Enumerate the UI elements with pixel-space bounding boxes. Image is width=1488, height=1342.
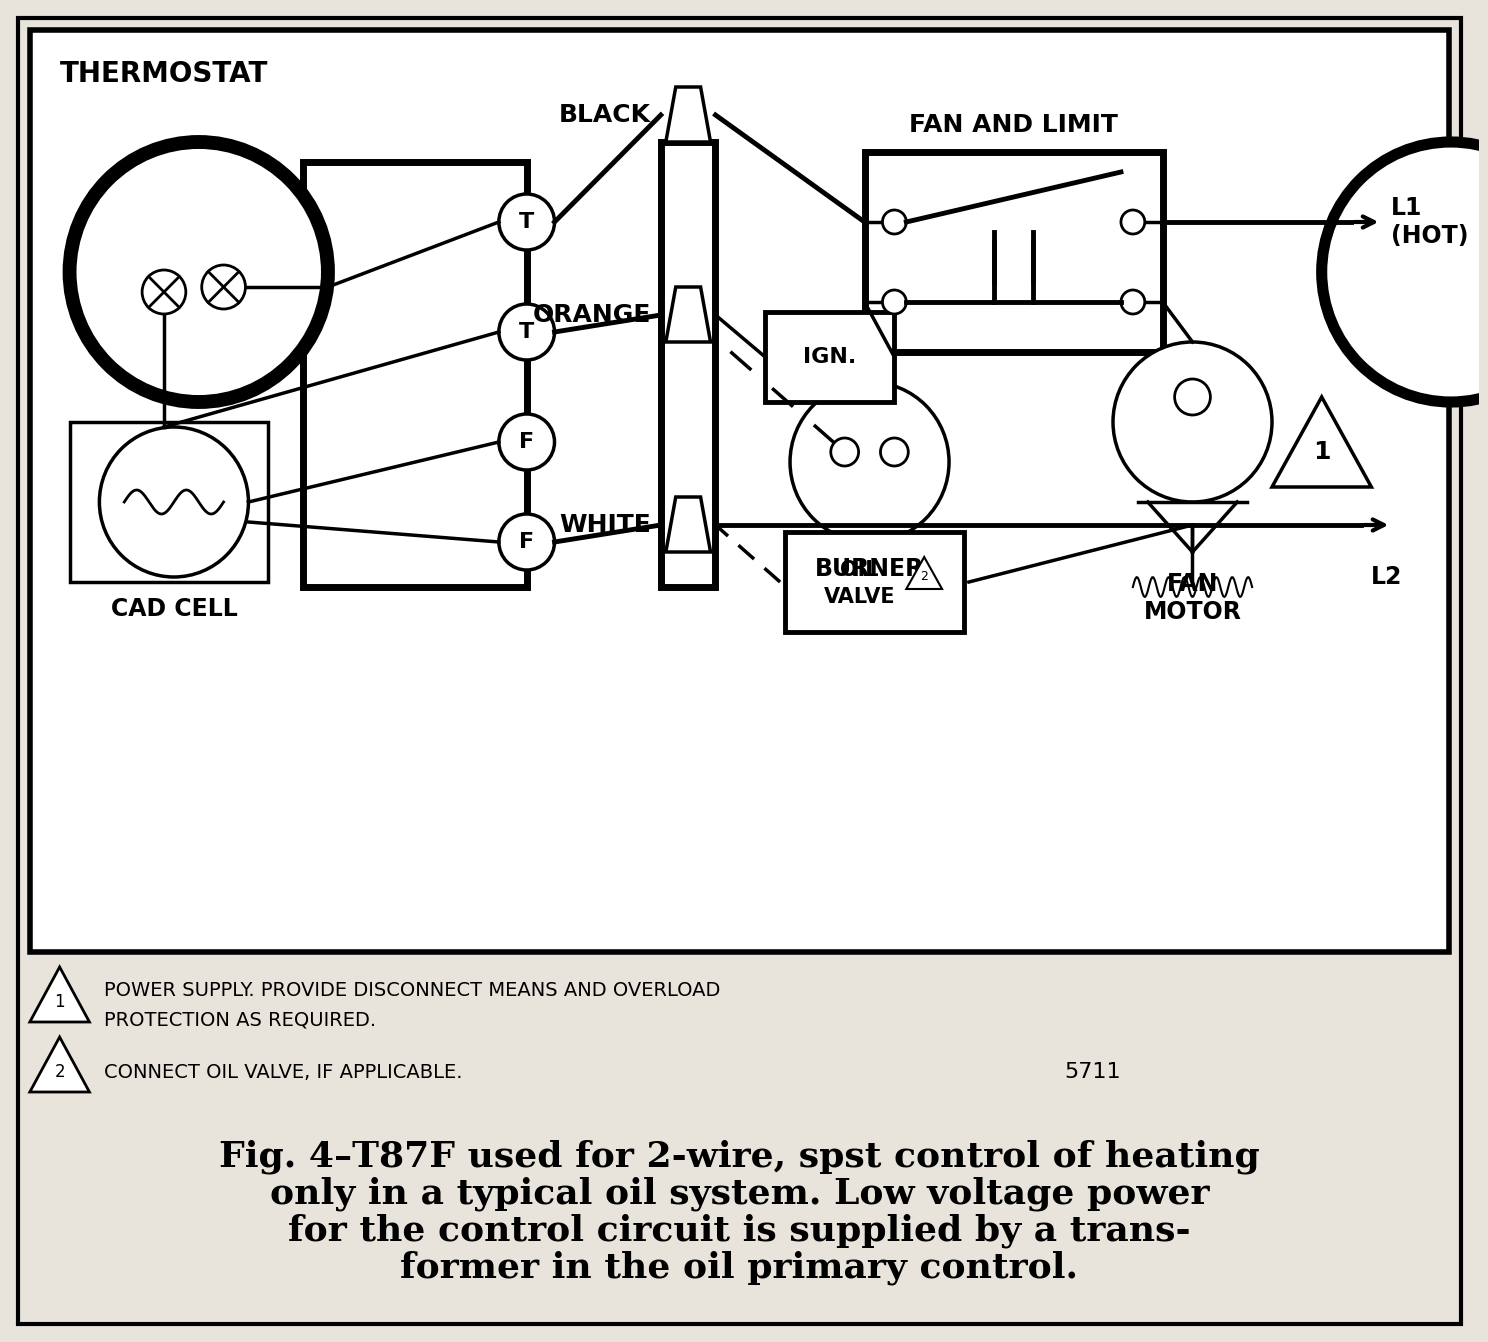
- Circle shape: [881, 437, 908, 466]
- Text: 1: 1: [1312, 440, 1330, 464]
- Text: L1
(HOT): L1 (HOT): [1391, 196, 1469, 248]
- Text: 2: 2: [920, 570, 929, 584]
- Text: L2: L2: [1372, 565, 1403, 589]
- Circle shape: [1120, 290, 1144, 314]
- Circle shape: [882, 209, 906, 234]
- Text: POWER SUPPLY. PROVIDE DISCONNECT MEANS AND OVERLOAD: POWER SUPPLY. PROVIDE DISCONNECT MEANS A…: [104, 981, 720, 1000]
- Text: BURNER: BURNER: [815, 557, 924, 581]
- Circle shape: [70, 142, 327, 403]
- Polygon shape: [665, 287, 711, 342]
- Bar: [304, 162, 527, 586]
- Circle shape: [790, 382, 949, 542]
- Bar: [661, 142, 716, 586]
- Text: BLACK: BLACK: [559, 103, 650, 127]
- Circle shape: [498, 413, 555, 470]
- Text: only in a typical oil system. Low voltage power: only in a typical oil system. Low voltag…: [269, 1177, 1210, 1212]
- Circle shape: [143, 270, 186, 314]
- Text: VALVE: VALVE: [824, 586, 896, 607]
- Polygon shape: [30, 1037, 89, 1092]
- Text: former in the oil primary control.: former in the oil primary control.: [400, 1251, 1079, 1286]
- Text: Fig. 4–T87F used for 2-wire, spst control of heating: Fig. 4–T87F used for 2-wire, spst contro…: [219, 1139, 1260, 1174]
- Circle shape: [1113, 342, 1272, 502]
- Circle shape: [1174, 378, 1210, 415]
- Circle shape: [1120, 209, 1144, 234]
- Text: 1: 1: [55, 993, 65, 1011]
- Text: FAN
MOTOR: FAN MOTOR: [1144, 572, 1241, 624]
- Text: FAN AND LIMIT: FAN AND LIMIT: [909, 113, 1117, 137]
- Circle shape: [1321, 142, 1488, 403]
- Bar: [765, 311, 894, 403]
- Polygon shape: [665, 497, 711, 552]
- Text: for the control circuit is supplied by a trans-: for the control circuit is supplied by a…: [289, 1213, 1190, 1248]
- Bar: [70, 421, 268, 582]
- Bar: [30, 30, 1449, 951]
- Bar: [786, 531, 964, 632]
- Text: 2: 2: [55, 1063, 65, 1082]
- Polygon shape: [30, 968, 89, 1023]
- Text: F: F: [519, 531, 534, 552]
- Polygon shape: [1272, 397, 1372, 487]
- Text: WHITE: WHITE: [559, 513, 650, 537]
- Text: CAD CELL: CAD CELL: [110, 597, 237, 621]
- Text: IGN.: IGN.: [804, 348, 857, 366]
- Text: PROTECTION AS REQUIRED.: PROTECTION AS REQUIRED.: [104, 1011, 376, 1029]
- Text: 5711: 5711: [1065, 1062, 1122, 1082]
- Polygon shape: [906, 557, 942, 589]
- Text: THERMOSTAT: THERMOSTAT: [60, 60, 268, 89]
- Circle shape: [882, 290, 906, 314]
- Text: ORANGE: ORANGE: [533, 303, 650, 327]
- Circle shape: [202, 264, 246, 309]
- Circle shape: [498, 305, 555, 360]
- Text: F: F: [519, 432, 534, 452]
- Text: T: T: [519, 322, 534, 342]
- Circle shape: [100, 427, 248, 577]
- Text: OIL: OIL: [841, 560, 879, 580]
- Circle shape: [830, 437, 859, 466]
- Text: T: T: [519, 212, 534, 232]
- Bar: [865, 152, 1162, 352]
- Polygon shape: [665, 87, 711, 142]
- Circle shape: [498, 514, 555, 570]
- Text: CONNECT OIL VALVE, IF APPLICABLE.: CONNECT OIL VALVE, IF APPLICABLE.: [104, 1063, 463, 1082]
- Circle shape: [498, 195, 555, 250]
